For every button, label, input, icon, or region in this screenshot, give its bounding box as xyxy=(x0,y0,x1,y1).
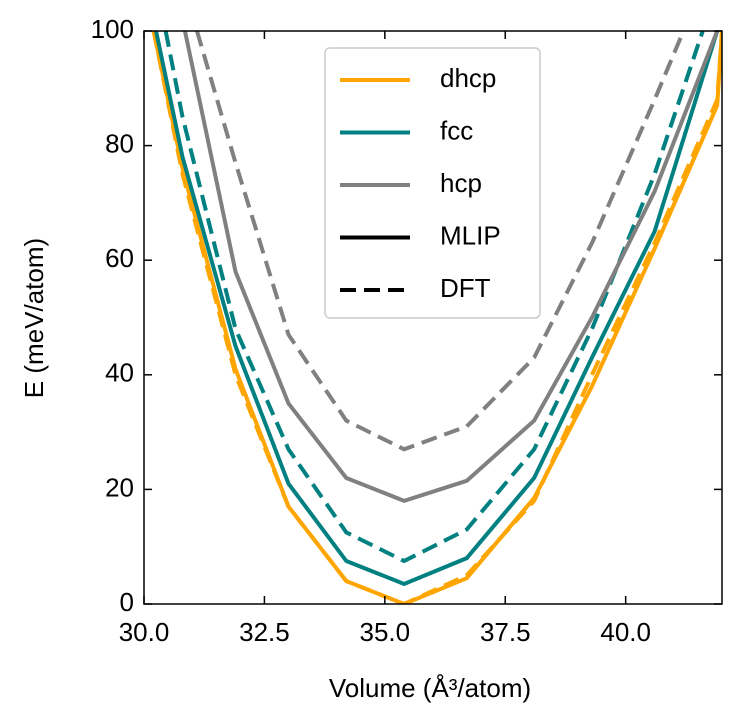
y-tick-label: 20 xyxy=(105,472,134,502)
legend-label: fcc xyxy=(440,115,473,145)
y-tick-label: 100 xyxy=(91,14,134,44)
legend-label: MLIP xyxy=(440,220,501,250)
y-tick-label: 40 xyxy=(105,358,134,388)
x-tick-label: 35.0 xyxy=(360,617,411,647)
plot-area xyxy=(151,31,722,604)
x-tick-label: 30.0 xyxy=(119,617,170,647)
line-series xyxy=(195,31,686,452)
y-tick-label: 60 xyxy=(105,243,134,273)
line-series xyxy=(154,31,720,587)
x-tick-label: 40.0 xyxy=(600,617,651,647)
y-tick-label: 0 xyxy=(120,587,134,617)
axes-frame xyxy=(143,30,723,605)
legend-label: hcp xyxy=(440,168,482,198)
x-tick-label: 37.5 xyxy=(480,617,531,647)
x-tick-label: 32.5 xyxy=(239,617,290,647)
legend-box xyxy=(324,47,541,319)
x-axis-label: Volume (Å³/atom) xyxy=(329,673,531,703)
line-series xyxy=(151,31,722,604)
legend-label: dhcp xyxy=(440,63,496,93)
legend-label: DFT xyxy=(440,273,491,303)
y-axis-label: E (meV/atom) xyxy=(19,238,49,398)
y-tick-label: 80 xyxy=(105,128,134,158)
line-series xyxy=(182,31,720,503)
